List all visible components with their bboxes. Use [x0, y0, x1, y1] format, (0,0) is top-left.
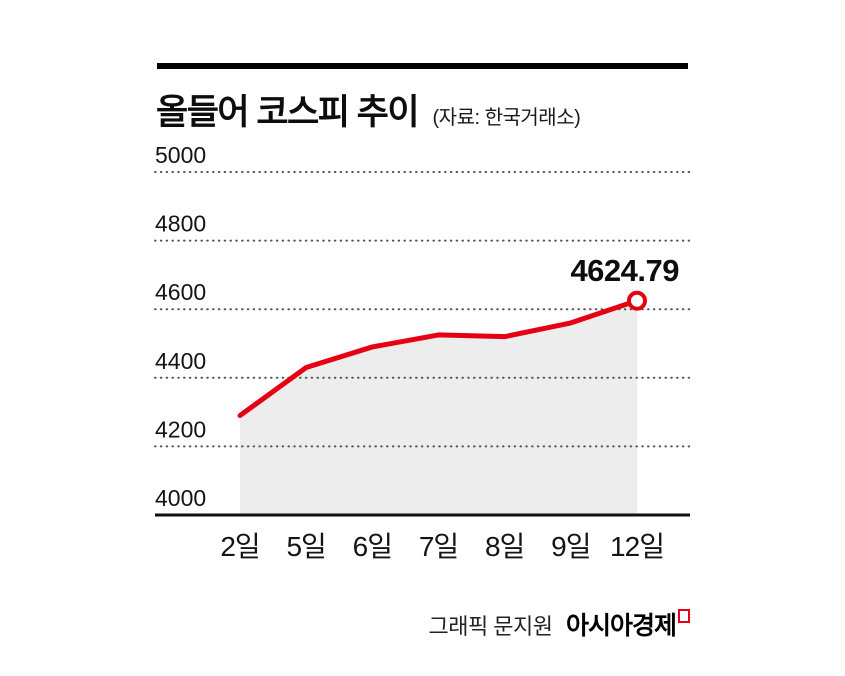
- area-fill: [240, 300, 637, 515]
- y-tick-label: 4200: [155, 416, 206, 442]
- asiae-logo-icon: [678, 609, 690, 623]
- top-divider-rule: [157, 63, 688, 69]
- x-tick-label: 7일: [419, 531, 458, 562]
- x-tick-label: 5일: [286, 531, 325, 562]
- kospi-line-chart: 5000 4800 4600 4400 4200 4000 4624.79 2일 5일 6일 7일 8…: [154, 142, 691, 562]
- y-tick-label: 4800: [155, 211, 206, 237]
- x-tick-label: 6일: [353, 531, 392, 562]
- last-value-label: 4624.79: [570, 253, 679, 288]
- data-source-label: (자료: 한국거래소): [432, 107, 581, 129]
- graphic-credit: 그래픽 문지원: [428, 614, 553, 639]
- brand-name: 아시아경제: [565, 612, 677, 640]
- trend-line: [237, 298, 640, 419]
- x-tick-label: 8일: [485, 531, 524, 562]
- x-tick-label: 12일: [610, 531, 664, 562]
- credit-line: 그래픽 문지원 아시아경제: [428, 606, 690, 642]
- y-tick-label: 4600: [155, 279, 206, 305]
- x-tick-label: 2일: [220, 531, 259, 562]
- x-tick-label: 9일: [551, 531, 590, 562]
- y-tick-label: 5000: [155, 142, 206, 168]
- last-point-marker: [627, 290, 647, 311]
- page-title: 올들어 코스피 추이: [156, 93, 420, 132]
- y-tick-label: 4000: [155, 485, 206, 511]
- y-tick-label: 4400: [155, 348, 206, 374]
- header: 올들어 코스피 추이 (자료: 한국거래소): [156, 84, 581, 135]
